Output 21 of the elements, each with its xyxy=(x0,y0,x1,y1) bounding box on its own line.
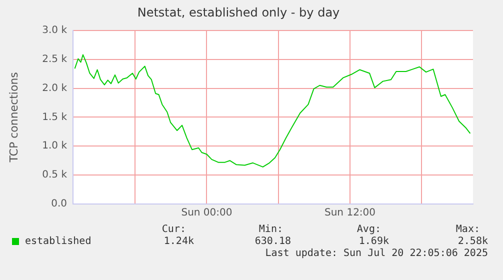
text: 1.24k xyxy=(164,236,194,247)
text: Min: xyxy=(258,224,283,235)
y-axis-title: TCP connections xyxy=(7,72,20,164)
x-tick-label: Sun 12:00 xyxy=(324,208,376,219)
chart-title: Netstat, established only - by day xyxy=(137,5,340,20)
y-tick-label: 1.5 k xyxy=(42,112,68,123)
text: 630.18 xyxy=(254,236,291,247)
y-tick-label: 2.0 k xyxy=(42,82,68,94)
text: 2.58k xyxy=(458,236,488,247)
text: Avg: xyxy=(356,224,381,235)
text: Cur: xyxy=(162,224,186,235)
y-tick-label: 0.0 xyxy=(51,198,67,210)
legend-label: established xyxy=(25,236,92,247)
text: 1.69k xyxy=(358,236,389,247)
y-tick-label: 1.0 k xyxy=(42,140,68,152)
y-tick-label: 3.0 k xyxy=(42,24,68,36)
text: Last update: Sun Jul 20 22:05:06 2025 xyxy=(265,248,488,259)
text: Max: xyxy=(456,224,480,235)
y-tick-label: 2.5 k xyxy=(42,54,68,65)
x-tick-label: Sun 00:00 xyxy=(181,208,232,219)
y-tick-label: 0.5 k xyxy=(42,170,68,181)
